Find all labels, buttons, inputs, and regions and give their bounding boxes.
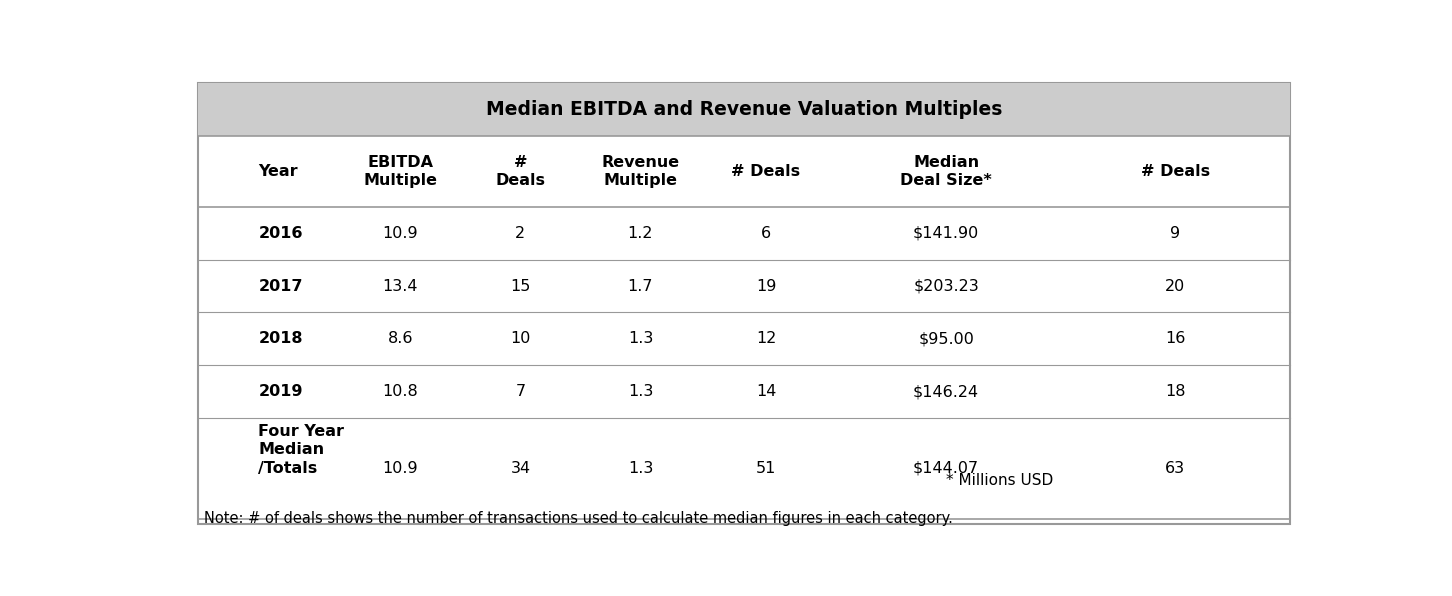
Text: Median EBITDA and Revenue Valuation Multiples: Median EBITDA and Revenue Valuation Mult… <box>486 100 1002 119</box>
Text: 8.6: 8.6 <box>388 331 412 346</box>
Text: 12: 12 <box>756 331 777 346</box>
Text: 10.9: 10.9 <box>382 226 418 241</box>
Text: 13.4: 13.4 <box>382 278 418 294</box>
Text: # Deals: # Deals <box>1141 164 1210 179</box>
Bar <box>199 83 1289 136</box>
Text: * Millions USD: * Millions USD <box>947 473 1053 488</box>
Text: 1.3: 1.3 <box>627 461 653 476</box>
Text: 2016: 2016 <box>258 226 303 241</box>
Text: Year: Year <box>258 164 298 179</box>
Text: #
Deals: # Deals <box>495 155 546 188</box>
Text: 2019: 2019 <box>258 384 303 399</box>
Text: 10: 10 <box>510 331 530 346</box>
Text: 16: 16 <box>1165 331 1185 346</box>
Text: $141.90: $141.90 <box>913 226 979 241</box>
Text: 2018: 2018 <box>258 331 303 346</box>
Text: 10.8: 10.8 <box>382 384 418 399</box>
Text: 34: 34 <box>510 461 530 476</box>
Text: 51: 51 <box>756 461 777 476</box>
Text: 1.2: 1.2 <box>627 226 653 241</box>
Text: 9: 9 <box>1170 226 1180 241</box>
Text: EBITDA
Multiple: EBITDA Multiple <box>363 155 437 188</box>
Text: 14: 14 <box>756 384 777 399</box>
Text: 6: 6 <box>761 226 771 241</box>
Text: 10.9: 10.9 <box>382 461 418 476</box>
Text: $146.24: $146.24 <box>913 384 979 399</box>
Text: 18: 18 <box>1165 384 1186 399</box>
Text: 1.7: 1.7 <box>627 278 653 294</box>
Text: 63: 63 <box>1166 461 1185 476</box>
Text: Note: # of deals shows the number of transactions used to calculate median figur: Note: # of deals shows the number of tra… <box>203 511 953 526</box>
Text: # Deals: # Deals <box>732 164 800 179</box>
Text: Median
Deal Size*: Median Deal Size* <box>900 155 992 188</box>
Text: 2017: 2017 <box>258 278 303 294</box>
Text: 19: 19 <box>756 278 777 294</box>
Text: $203.23: $203.23 <box>913 278 979 294</box>
Text: $144.07: $144.07 <box>913 461 979 476</box>
Text: 1.3: 1.3 <box>627 384 653 399</box>
Text: 15: 15 <box>510 278 530 294</box>
Text: Four Year
Median
/Totals: Four Year Median /Totals <box>258 424 344 476</box>
Text: 7: 7 <box>515 384 526 399</box>
Text: $95.00: $95.00 <box>918 331 974 346</box>
Text: 20: 20 <box>1165 278 1185 294</box>
Text: 1.3: 1.3 <box>627 331 653 346</box>
Text: 2: 2 <box>515 226 526 241</box>
Text: Revenue
Multiple: Revenue Multiple <box>601 155 680 188</box>
